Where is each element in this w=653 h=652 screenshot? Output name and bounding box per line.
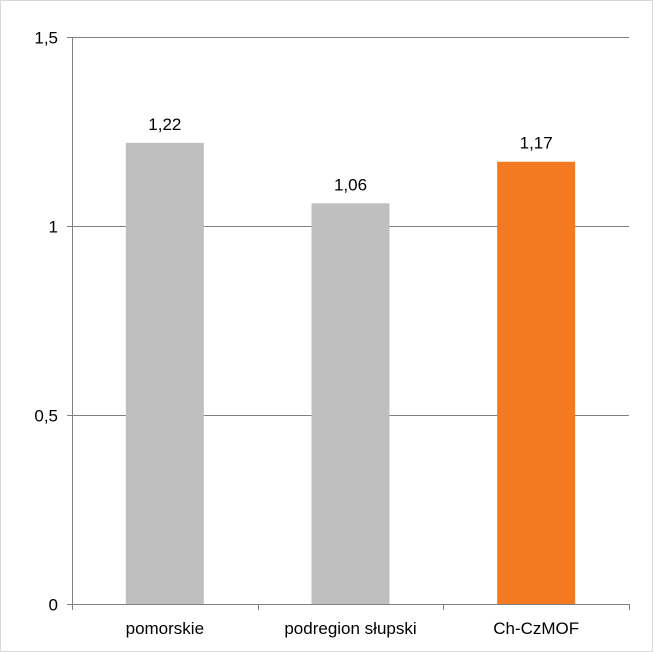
bar-3 bbox=[497, 161, 576, 605]
y-tick-label: 0 bbox=[49, 596, 58, 615]
data-label: 1,06 bbox=[334, 175, 367, 194]
bar-2 bbox=[311, 203, 390, 604]
x-tick-label: podregion słupski bbox=[284, 619, 416, 638]
x-tick-label: Ch-CzMOF bbox=[493, 619, 579, 638]
x-tick-label: pomorskie bbox=[126, 619, 204, 638]
bars bbox=[125, 142, 576, 605]
y-tick-label: 1,5 bbox=[34, 29, 58, 48]
data-label: 1,22 bbox=[148, 115, 181, 134]
y-tick-label: 1 bbox=[49, 218, 58, 237]
data-label: 1,17 bbox=[520, 134, 553, 153]
y-tick-label: 0,5 bbox=[34, 407, 58, 426]
labels: 0 0,5 1 1,5 1,22 pomorskie 1,06 podregion słups… bbox=[34, 29, 579, 639]
axes bbox=[67, 37, 630, 610]
bar-1 bbox=[125, 142, 204, 604]
